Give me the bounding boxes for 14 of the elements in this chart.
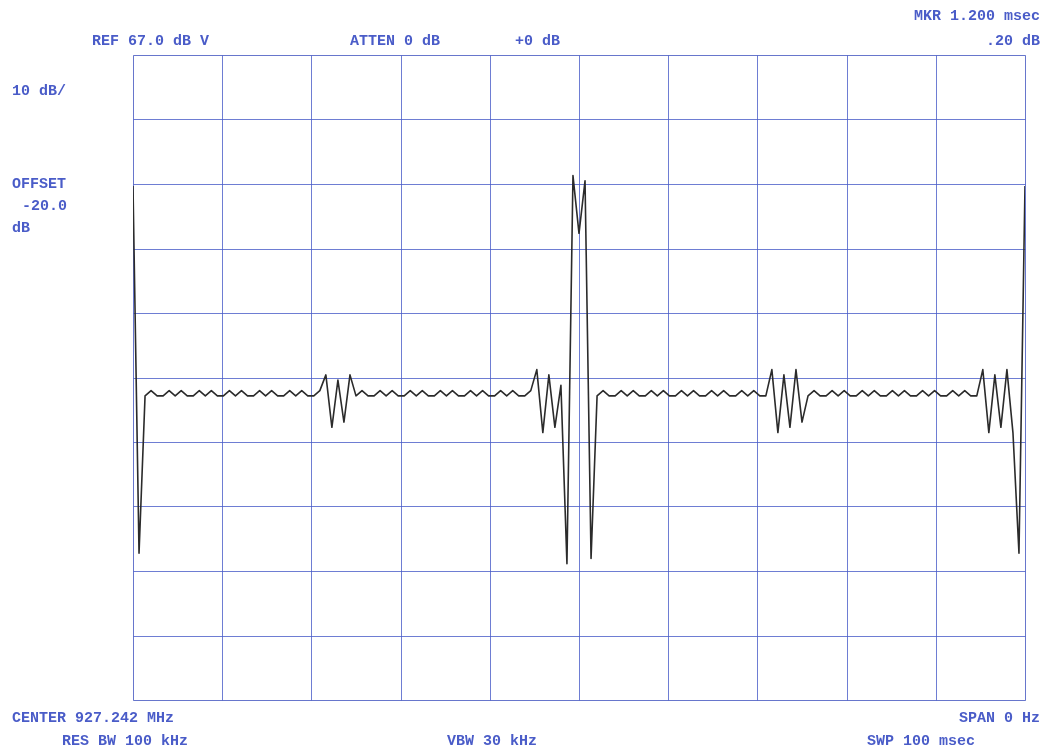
text: REF 67.0 dB V [92,33,210,50]
text: OFFSET [12,176,67,193]
text: dB [12,220,31,237]
text: 10 dB/ [12,83,67,100]
text: ATTEN 0 dB [350,33,441,50]
text: -20.0 [22,198,68,215]
text: SPAN 0 Hz [958,710,1040,727]
text: MKR 1.200 msec [913,8,1040,25]
text: +0 dB [515,33,561,50]
text: .20 dB [985,33,1040,50]
text: CENTER 927.242 MHz [12,710,175,727]
text: RES BW 100 kHz [62,733,189,750]
text: SWP 100 msec [866,733,975,750]
text: VBW 30 kHz [447,733,538,750]
